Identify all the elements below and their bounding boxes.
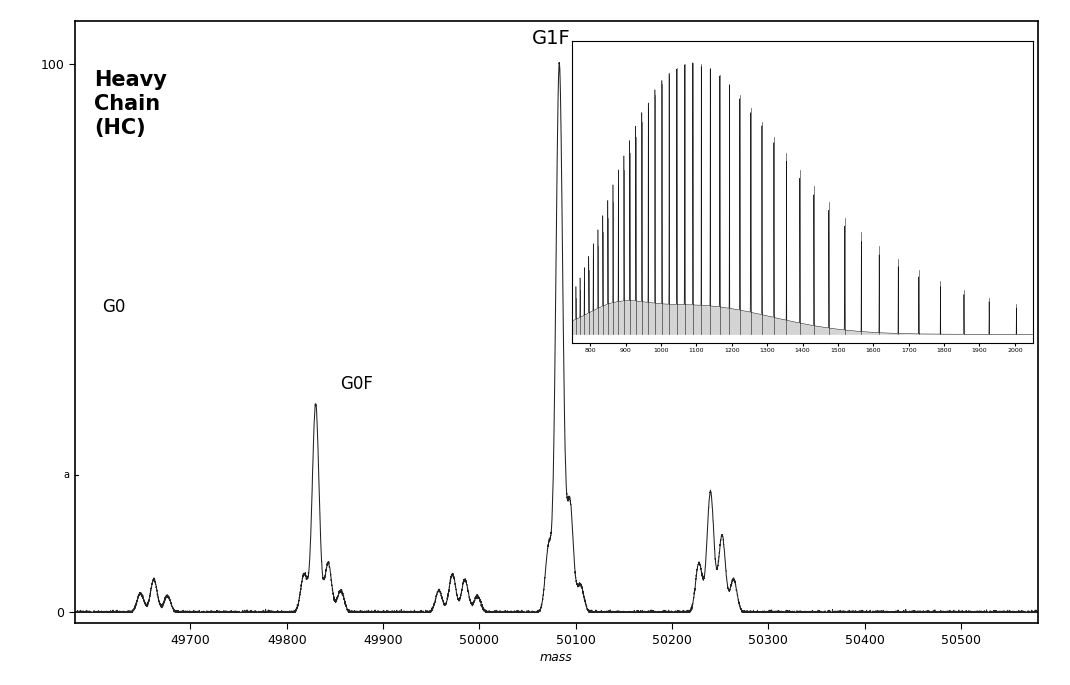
Text: a: a: [63, 471, 70, 480]
X-axis label: mass: mass: [540, 651, 572, 664]
Text: G0F: G0F: [339, 375, 372, 393]
Text: G2F: G2F: [739, 310, 773, 327]
Text: G0: G0: [102, 299, 125, 316]
Text: Heavy
Chain
(HC): Heavy Chain (HC): [94, 70, 167, 138]
Text: G1F: G1F: [532, 29, 571, 48]
